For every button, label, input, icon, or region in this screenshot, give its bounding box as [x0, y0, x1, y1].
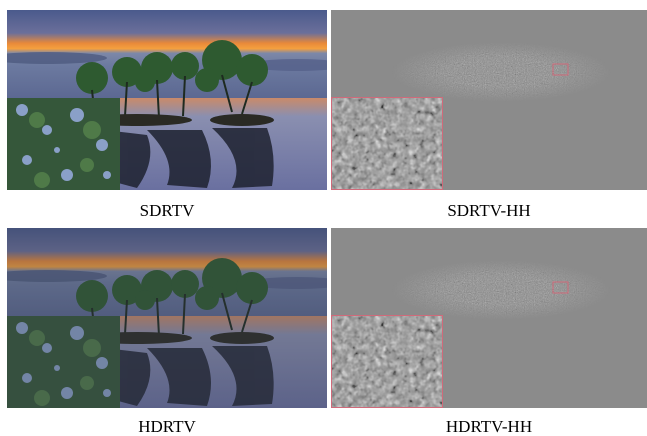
- caption: SDRTV: [140, 201, 195, 220]
- caption: SDRTV-HH: [447, 201, 530, 220]
- caption: HDRTV-HH: [446, 417, 532, 436]
- sdrtv-image: [7, 10, 327, 190]
- sdrtv-hh-image: [331, 10, 647, 190]
- hdrtv-hh-image: [331, 228, 647, 408]
- hdrtv-image: [7, 228, 327, 408]
- caption: HDRTV: [138, 417, 196, 436]
